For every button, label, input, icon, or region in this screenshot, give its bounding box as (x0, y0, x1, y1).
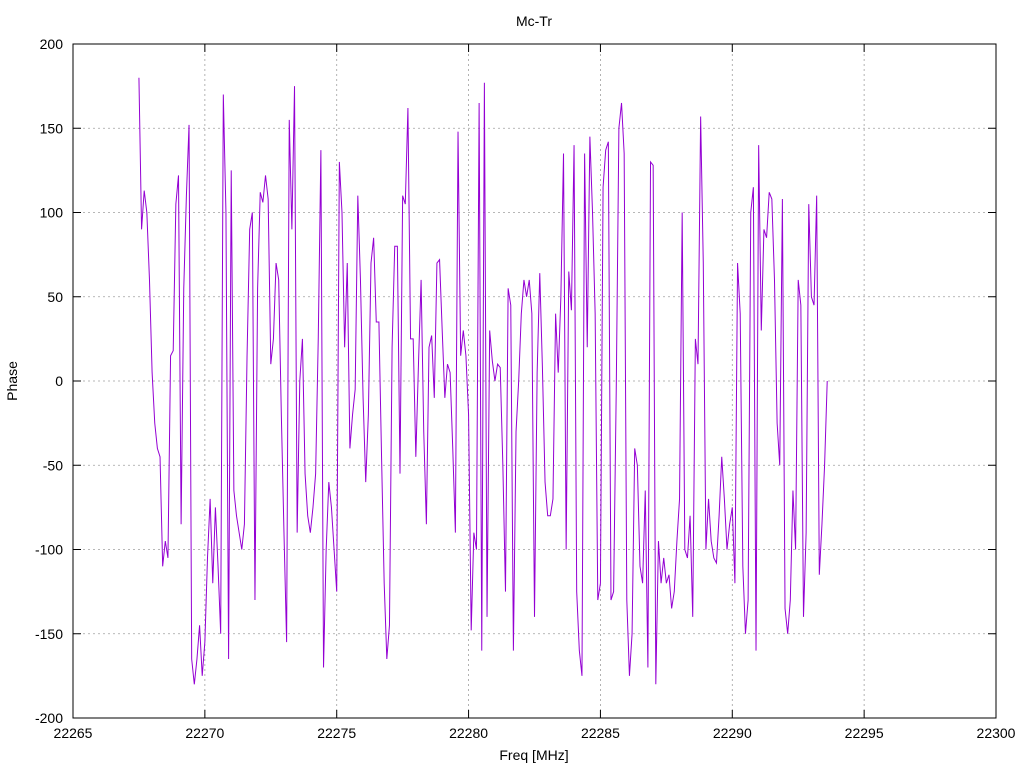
y-tick-label: 100 (40, 205, 64, 221)
y-tick-label: -200 (35, 710, 63, 726)
y-tick-label: 200 (40, 36, 64, 52)
ticks: 22265 22270 22275 22280 22285 22290 22295 22300… (35, 36, 1016, 741)
y-tick-label: 0 (55, 373, 63, 389)
grid (73, 44, 996, 718)
series-layer (138, 77, 828, 685)
chart-title: Mc-Tr (516, 13, 552, 29)
x-tick-label: 22275 (317, 725, 356, 741)
x-tick-label: 22270 (185, 725, 224, 741)
x-axis-title: Freq [MHz] (499, 747, 568, 763)
y-tick-label: 150 (40, 120, 64, 136)
y-tick-label: -100 (35, 542, 63, 558)
x-tick-label: 22265 (54, 725, 93, 741)
x-tick-label: 22280 (449, 725, 488, 741)
x-tick-label: 22300 (977, 725, 1016, 741)
y-tick-label: 50 (47, 289, 63, 305)
x-tick-label: 22295 (845, 725, 884, 741)
series-line (138, 77, 828, 685)
y-tick-label: -150 (35, 626, 63, 642)
y-axis-title: Phase (4, 361, 20, 401)
x-tick-label: 22285 (581, 725, 620, 741)
y-tick-label: -50 (43, 457, 63, 473)
x-tick-label: 22290 (713, 725, 752, 741)
